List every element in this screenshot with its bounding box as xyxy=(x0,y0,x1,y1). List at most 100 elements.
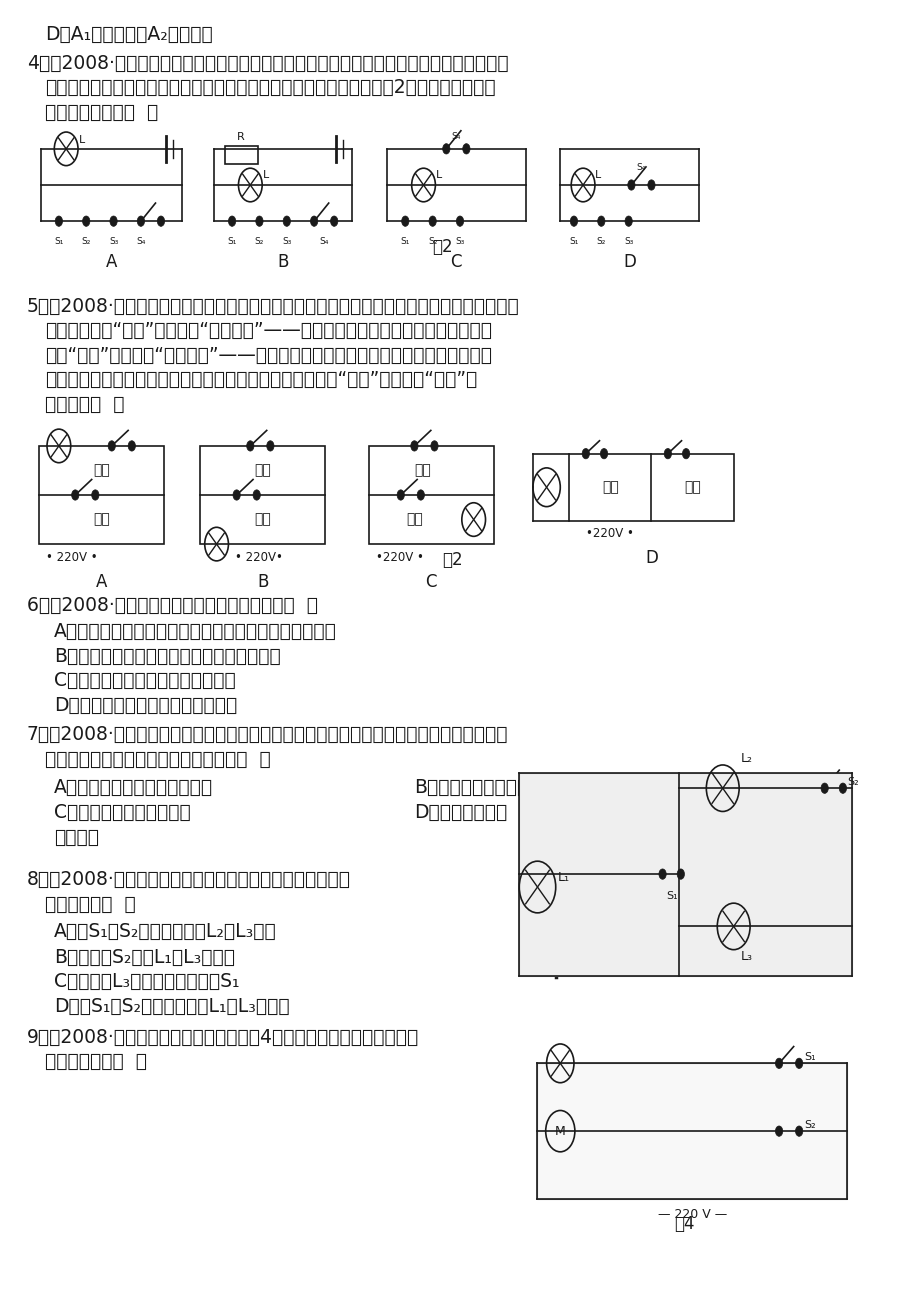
Text: S₃: S₃ xyxy=(282,237,291,246)
Circle shape xyxy=(820,783,827,793)
Text: A: A xyxy=(106,254,117,272)
Text: S₃: S₃ xyxy=(455,237,464,246)
Circle shape xyxy=(775,1126,782,1136)
Circle shape xyxy=(137,216,144,226)
Text: 符合要求的是：【  】: 符合要求的是：【 】 xyxy=(45,103,158,122)
Text: C．不能把电压表直接接到电源两端: C．不能把电压表直接接到电源两端 xyxy=(54,671,236,690)
Circle shape xyxy=(228,216,235,226)
Circle shape xyxy=(682,448,689,459)
Text: C．把电流表看成是断开的: C．把电流表看成是断开的 xyxy=(54,803,191,822)
Text: 图2: 图2 xyxy=(441,551,462,569)
Text: 正确的是：【  】: 正确的是：【 】 xyxy=(45,894,136,914)
Text: M: M xyxy=(554,1124,565,1138)
Text: B: B xyxy=(256,572,268,590)
Text: S₃: S₃ xyxy=(623,237,632,246)
Bar xyxy=(369,446,494,545)
Text: 电路是：【  】: 电路是：【 】 xyxy=(45,395,125,413)
Text: D．A₁示数不变，A₂示数变大: D．A₁示数不变，A₂示数变大 xyxy=(45,25,212,44)
Circle shape xyxy=(456,216,463,226)
Text: S₂: S₂ xyxy=(255,237,264,246)
Text: 5、（2008·佛山市）居民楼的楼道里，夜间只是偶尔有人经过，电灯总是亮着造成很大浪费。: 5、（2008·佛山市）居民楼的楼道里，夜间只是偶尔有人经过，电灯总是亮着造成很… xyxy=(27,296,519,316)
Text: L: L xyxy=(263,170,269,179)
Circle shape xyxy=(255,216,263,226)
Bar xyxy=(537,1063,846,1199)
Circle shape xyxy=(410,441,417,451)
Circle shape xyxy=(624,216,631,226)
Text: D、当S₁、S₂都断开时，灯L₁、L₃发光。: D、当S₁、S₂都断开时，灯L₁、L₃发光。 xyxy=(54,997,289,1015)
Circle shape xyxy=(72,490,79,501)
Text: •220V •: •220V • xyxy=(585,528,633,541)
Text: S₁: S₁ xyxy=(400,237,410,246)
Text: 声控: 声控 xyxy=(93,512,109,527)
Text: A．把电流表看成是一个大电阵: A．把电流表看成是一个大电阵 xyxy=(54,779,213,797)
Text: L: L xyxy=(436,170,442,179)
Circle shape xyxy=(246,441,254,451)
Circle shape xyxy=(402,216,409,226)
Text: 是断开的: 是断开的 xyxy=(54,828,99,846)
Text: 只要有一个门没关好（相当于一个开关断开），该指示灯就会发光。图2所示的模似电路图: 只要有一个门没关好（相当于一个开关断开），该指示灯就会发光。图2所示的模似电路图 xyxy=(45,78,495,98)
Text: • 220V •: • 220V • xyxy=(46,550,97,563)
Circle shape xyxy=(430,441,437,451)
Circle shape xyxy=(582,448,589,459)
Circle shape xyxy=(627,179,634,190)
Circle shape xyxy=(838,783,845,793)
Text: S₁: S₁ xyxy=(227,237,236,246)
Text: S₁: S₁ xyxy=(569,237,578,246)
Circle shape xyxy=(310,216,317,226)
Circle shape xyxy=(55,216,62,226)
Text: S₄: S₄ xyxy=(319,237,328,246)
Text: 光控: 光控 xyxy=(601,480,618,494)
Text: S₂: S₂ xyxy=(596,237,606,246)
Text: D: D xyxy=(644,550,657,567)
Circle shape xyxy=(658,868,665,879)
Text: 自动断开。若将这两种开关配合使用，就可以使楼道灯变得“聪明”。则这种“聪明”的: 自动断开。若将这两种开关配合使用，就可以使楼道灯变得“聪明”。则这种“聪明”的 xyxy=(45,370,477,389)
Text: S₄: S₄ xyxy=(636,162,645,172)
Text: D: D xyxy=(622,254,635,272)
Text: D．不能把电流表与被测用电器并联: D．不能把电流表与被测用电器并联 xyxy=(54,696,237,715)
Text: 9．（2008·株洲市）小亮家的卫生间按图4所示的电路安装了照明灯和换: 9．（2008·株洲市）小亮家的卫生间按图4所示的电路安装了照明灯和换 xyxy=(27,1028,419,1046)
Text: S₂: S₂ xyxy=(846,777,858,786)
Text: 图4: 图4 xyxy=(674,1214,694,1232)
Text: S₂: S₂ xyxy=(427,237,437,246)
Circle shape xyxy=(253,490,260,501)
Text: R: R xyxy=(237,133,244,143)
Text: B: B xyxy=(278,254,289,272)
Text: S₂: S₂ xyxy=(82,237,91,246)
Circle shape xyxy=(397,490,404,501)
Circle shape xyxy=(416,490,424,501)
Text: S₁: S₁ xyxy=(54,237,63,246)
Circle shape xyxy=(775,1058,782,1069)
Text: S₁: S₁ xyxy=(804,1052,815,1062)
Bar xyxy=(39,446,164,545)
Text: 8．（2008·青岛市）如图，关于开关的控制作用，下列说法: 8．（2008·青岛市）如图，关于开关的控制作用，下列说法 xyxy=(27,870,350,889)
Text: 4、（2008·江门市）小轿车上都装有一个用来提醒司机是否关好车门的指示灯。四个车门中: 4、（2008·江门市）小轿车上都装有一个用来提醒司机是否关好车门的指示灯。四个… xyxy=(27,53,508,73)
Text: • 220V•: • 220V• xyxy=(234,550,282,563)
Text: 科研人员利用“光敏”材料制成“光控开关”——天黑时，自动闭合，天亮时，自动断开: 科研人员利用“光敏”材料制成“光控开关”——天黑时，自动闭合，天亮时，自动断开 xyxy=(45,321,492,341)
Text: 光控: 光控 xyxy=(254,464,271,477)
Text: L: L xyxy=(79,135,85,146)
Text: L: L xyxy=(595,170,600,179)
Circle shape xyxy=(795,1058,802,1069)
Text: S₂: S₂ xyxy=(804,1119,815,1130)
Text: A、当S₁、S₂都闭合时，灯L₂、L₃发光: A、当S₁、S₂都闭合时，灯L₂、L₃发光 xyxy=(54,922,277,941)
Circle shape xyxy=(83,216,90,226)
Text: A．开关必须接在电源正极和用电器之间才能控制用电器: A．开关必须接在电源正极和用电器之间才能控制用电器 xyxy=(54,623,337,641)
Circle shape xyxy=(330,216,337,226)
Text: B．所有电源都是把化学能转化为电能的装置: B．所有电源都是把化学能转化为电能的装置 xyxy=(54,646,280,666)
Circle shape xyxy=(442,144,449,153)
Circle shape xyxy=(108,441,115,451)
Text: C: C xyxy=(425,572,437,590)
Text: A: A xyxy=(96,572,107,590)
Text: L₁: L₁ xyxy=(557,871,569,884)
Circle shape xyxy=(428,216,436,226)
Circle shape xyxy=(570,216,577,226)
Text: 利用“声敏”材料制成“声控开关”——当有人走动发出声音时，自动闭合，无人走动时: 利用“声敏”材料制成“声控开关”——当有人走动发出声音时，自动闭合，无人走动时 xyxy=(45,346,492,365)
Text: 声控: 声控 xyxy=(254,512,271,527)
Circle shape xyxy=(600,448,607,459)
Circle shape xyxy=(597,216,605,226)
Text: 光控: 光控 xyxy=(93,464,109,477)
Text: C: C xyxy=(450,254,461,272)
Text: 光控: 光控 xyxy=(414,464,430,477)
Circle shape xyxy=(676,868,684,879)
Circle shape xyxy=(128,441,135,451)
